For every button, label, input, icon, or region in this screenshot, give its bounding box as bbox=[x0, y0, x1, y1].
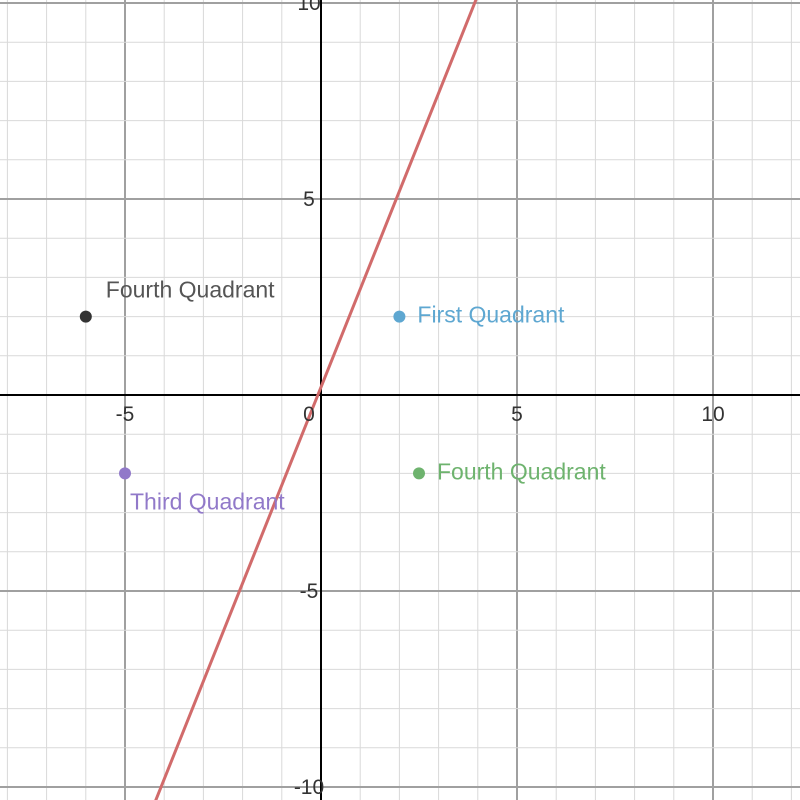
y-tick-label: 10 bbox=[297, 0, 320, 15]
x-tick-label: 0 bbox=[303, 403, 315, 426]
point-label: First Quadrant bbox=[417, 302, 565, 328]
chart-svg: -5 0 5 10 -10 -5 5 10 Fourth Quadrant First Quadr… bbox=[0, 0, 800, 800]
data-point bbox=[119, 467, 131, 479]
y-tick-label: -10 bbox=[294, 776, 324, 799]
y-tick-label: 5 bbox=[303, 188, 315, 211]
coordinate-plane-chart: -5 0 5 10 -10 -5 5 10 Fourth Quadrant First Quadr… bbox=[0, 0, 800, 800]
y-tick-label: -5 bbox=[300, 580, 319, 603]
x-tick-label: 5 bbox=[511, 403, 523, 426]
point-label: Fourth Quadrant bbox=[106, 277, 275, 303]
point-label: Fourth Quadrant bbox=[437, 458, 606, 484]
data-point bbox=[393, 311, 405, 323]
point-label: Third Quadrant bbox=[130, 488, 285, 514]
x-tick-label: -5 bbox=[116, 403, 135, 426]
x-tick-label: 10 bbox=[701, 403, 724, 426]
data-point bbox=[80, 311, 92, 323]
data-point bbox=[413, 467, 425, 479]
